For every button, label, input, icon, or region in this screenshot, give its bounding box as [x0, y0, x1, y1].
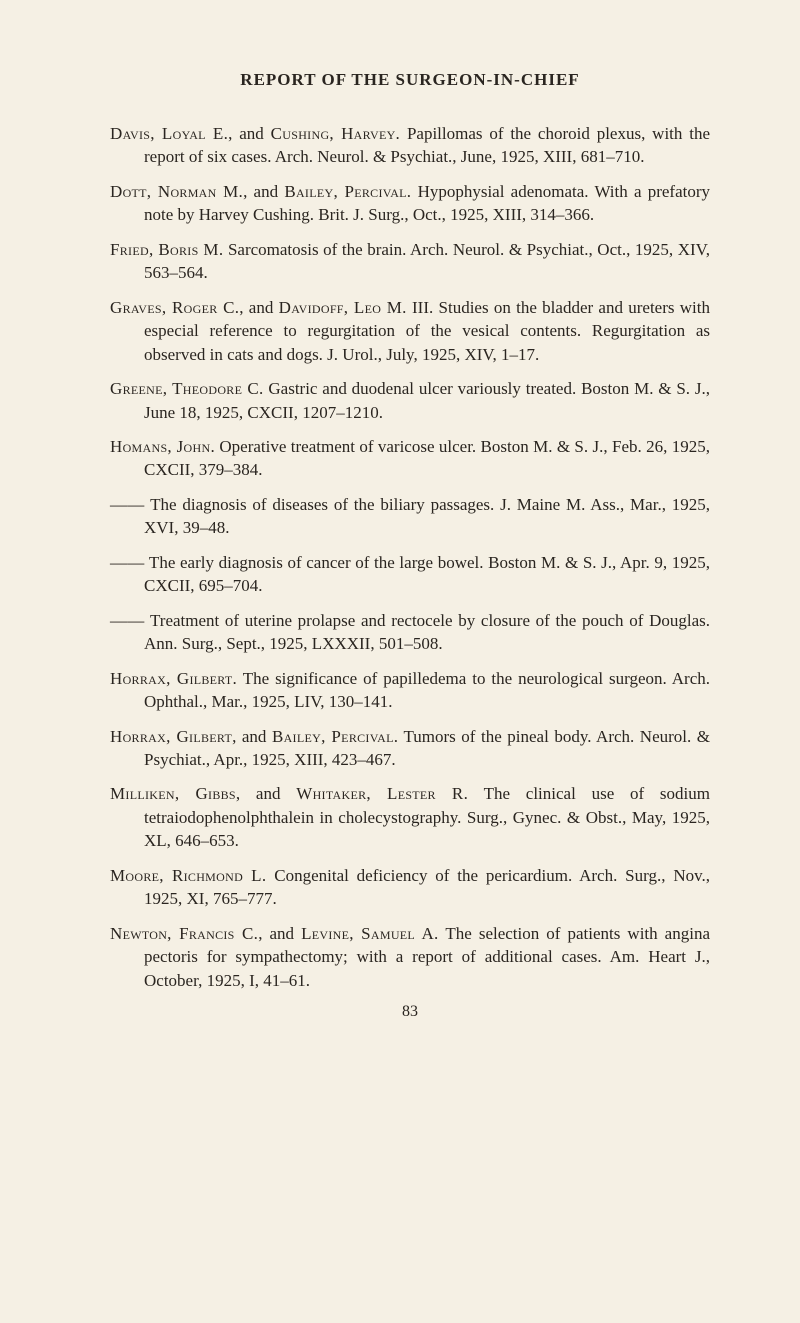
entry-author-2: Whitaker, Lester R.: [296, 784, 468, 803]
entry-author-2: Davidoff, Leo M.: [279, 298, 407, 317]
page-number: 83: [110, 1003, 710, 1021]
entry-conjunction: , and: [236, 784, 296, 803]
entry-author: ——: [110, 495, 145, 514]
entry-author: ——: [110, 611, 145, 630]
entry-text: Operative treatment of varicose ulcer. B…: [144, 437, 710, 479]
entry-author: Newton, Francis C.: [110, 924, 258, 943]
entry-author: Graves, Roger C.: [110, 298, 239, 317]
entry-conjunction: , and: [243, 182, 284, 201]
bibliography-entry: Newton, Francis C., and Levine, Samuel A…: [110, 922, 710, 992]
bibliography-entry: Homans, John. Operative treatment of var…: [110, 435, 710, 482]
entry-text: Sarcomatosis of the brain. Arch. Neurol.…: [144, 240, 710, 282]
bibliography-entry: Greene, Theodore C. Gastric and duodenal…: [110, 377, 710, 424]
bibliography-entry: Davis, Loyal E., and Cushing, Harvey. Pa…: [110, 122, 710, 169]
entry-text: Treatment of uterine prolapse and rectoc…: [144, 611, 710, 653]
entry-author: Greene, Theodore C.: [110, 379, 264, 398]
entry-author: Horrax, Gilbert.: [110, 669, 237, 688]
bibliography-entry: Fried, Boris M. Sarcomatosis of the brai…: [110, 238, 710, 285]
entry-text: The early diagnosis of cancer of the lar…: [144, 553, 710, 595]
entry-conjunction: , and: [258, 924, 301, 943]
entry-author: Davis, Loyal E.: [110, 124, 228, 143]
bibliography-list: Davis, Loyal E., and Cushing, Harvey. Pa…: [110, 122, 710, 992]
entry-text: The diagnosis of diseases of the biliary…: [144, 495, 710, 537]
entry-author: Moore, Richmond L.: [110, 866, 266, 885]
entry-conjunction: , and: [232, 727, 272, 746]
entry-author-2: Bailey, Percival.: [284, 182, 411, 201]
entry-author-2: Bailey, Percival.: [272, 727, 398, 746]
bibliography-entry: —— Treatment of uterine prolapse and rec…: [110, 609, 710, 656]
bibliography-entry: Dott, Norman M., and Bailey, Percival. H…: [110, 180, 710, 227]
bibliography-entry: Horrax, Gilbert, and Bailey, Percival. T…: [110, 725, 710, 772]
entry-author: Fried, Boris M.: [110, 240, 223, 259]
entry-author: ——: [110, 553, 145, 572]
bibliography-entry: Graves, Roger C., and Davidoff, Leo M. I…: [110, 296, 710, 366]
bibliography-entry: Milliken, Gibbs, and Whitaker, Lester R.…: [110, 782, 710, 852]
entry-author: Milliken, Gibbs: [110, 784, 236, 803]
bibliography-entry: Moore, Richmond L. Congenital deficiency…: [110, 864, 710, 911]
entry-author-2: Cushing, Harvey.: [271, 124, 400, 143]
page-header: REPORT OF THE SURGEON-IN-CHIEF: [110, 70, 710, 90]
entry-author-2: Levine, Samuel A.: [301, 924, 439, 943]
document-page: REPORT OF THE SURGEON-IN-CHIEF Davis, Lo…: [0, 0, 800, 1323]
entry-author: Horrax, Gilbert: [110, 727, 232, 746]
entry-author: Homans, John.: [110, 437, 215, 456]
entry-conjunction: , and: [239, 298, 278, 317]
entry-author: Dott, Norman M.: [110, 182, 243, 201]
bibliography-entry: —— The early diagnosis of cancer of the …: [110, 551, 710, 598]
bibliography-entry: —— The diagnosis of diseases of the bili…: [110, 493, 710, 540]
bibliography-entry: Horrax, Gilbert. The significance of pap…: [110, 667, 710, 714]
entry-conjunction: , and: [228, 124, 270, 143]
